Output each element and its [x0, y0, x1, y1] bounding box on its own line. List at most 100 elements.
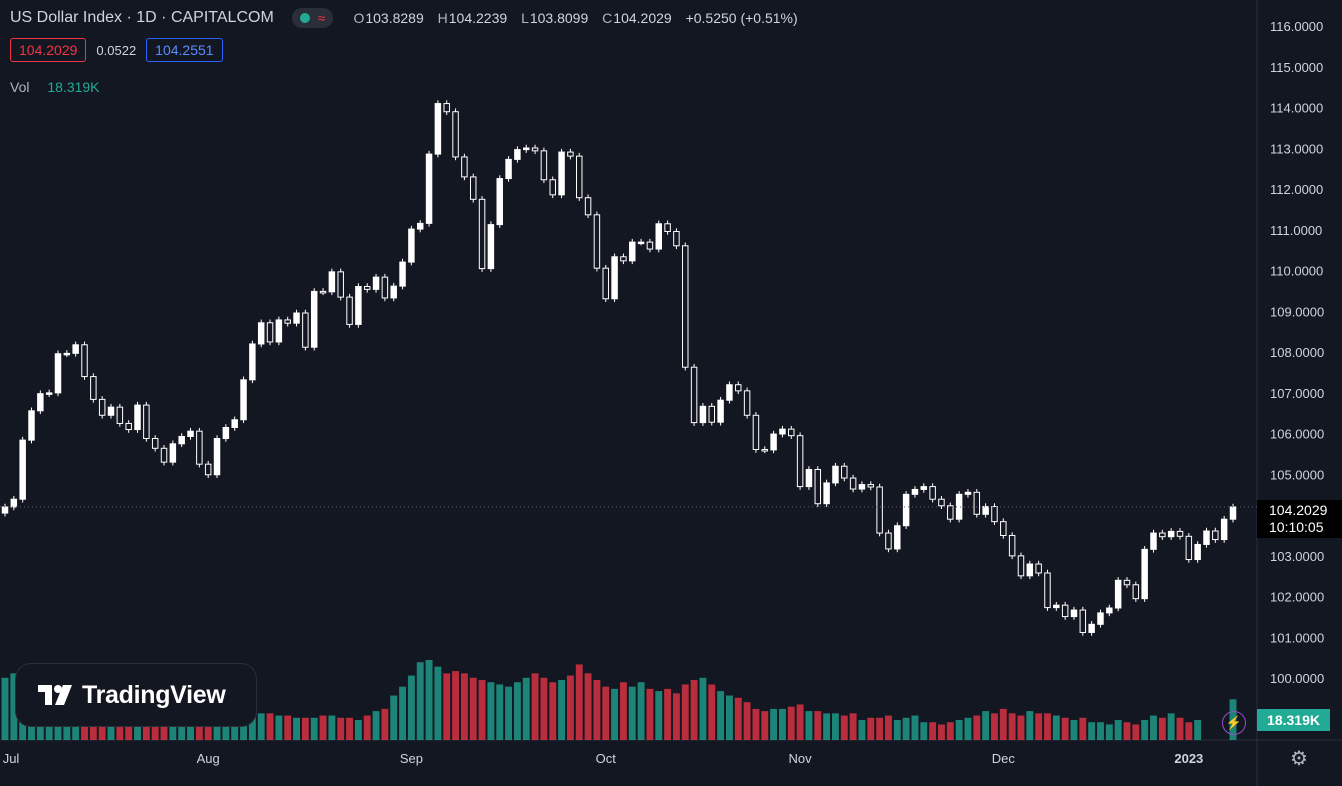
candle-body: [257, 322, 265, 345]
tradingview-logo[interactable]: TradingView: [15, 663, 257, 727]
candle-body: [832, 465, 839, 484]
candle: [938, 495, 945, 510]
candle: [1035, 560, 1042, 577]
low-label: L: [521, 10, 529, 26]
candle-body: [240, 379, 247, 421]
volume-legend[interactable]: Vol 18.319K: [10, 79, 100, 95]
volume-bar: [920, 722, 928, 740]
candle-body: [911, 488, 919, 495]
candle: [885, 529, 892, 553]
volume-bar: [257, 713, 265, 740]
volume-bar: [902, 717, 910, 740]
bolt-icon[interactable]: ⚡: [1222, 711, 1246, 735]
candle-body: [187, 430, 194, 437]
candle-body: [81, 344, 88, 378]
candle: [90, 373, 97, 403]
market-status-pill[interactable]: ≈: [291, 8, 334, 28]
volume-bar: [1097, 722, 1104, 740]
candle-body: [1088, 623, 1095, 633]
candle-body: [319, 290, 327, 294]
volume-bar: [1176, 717, 1184, 740]
volume-bar: [999, 708, 1007, 740]
candle-body: [964, 491, 972, 495]
y-tick-label: 114.0000: [1270, 101, 1323, 116]
candle-body: [416, 222, 424, 230]
volume-bar: [1070, 720, 1078, 740]
gear-icon[interactable]: ⚙: [1290, 748, 1308, 770]
candle: [558, 148, 565, 199]
candle: [1008, 532, 1016, 560]
candle: [81, 341, 88, 380]
candle-body: [611, 256, 618, 300]
sell-button[interactable]: 104.2029: [10, 38, 87, 62]
candle: [1088, 621, 1095, 636]
candle: [19, 436, 26, 503]
candle-body: [151, 438, 159, 449]
candle: [478, 196, 486, 272]
candle: [522, 144, 530, 153]
volume-bar: [611, 688, 619, 740]
volume-bar: [929, 722, 937, 740]
candle: [682, 242, 689, 371]
candle: [160, 445, 168, 466]
candle-body: [231, 419, 238, 429]
candle-body: [858, 484, 866, 490]
candle-body: [284, 319, 291, 324]
candle: [116, 403, 124, 427]
last-price-value: 104.2029: [1269, 502, 1328, 518]
candle: [1061, 601, 1069, 620]
candle-body: [10, 498, 18, 508]
candle-body: [134, 404, 141, 431]
candle-body: [629, 241, 636, 262]
candle: [1106, 604, 1113, 617]
candle-body: [1026, 563, 1034, 577]
candle: [726, 381, 733, 404]
volume-bar: [1035, 713, 1043, 740]
candle-body: [690, 366, 698, 424]
buy-button[interactable]: 104.2551: [146, 38, 223, 62]
volume-bar: [505, 686, 513, 740]
candle: [363, 283, 371, 293]
candle: [1070, 606, 1078, 620]
volume-bar: [1150, 715, 1157, 740]
candle-body: [1159, 532, 1166, 538]
candle: [646, 238, 654, 253]
x-tick-label: Nov: [789, 751, 813, 766]
candle-body: [576, 155, 583, 199]
candle-body: [514, 149, 521, 160]
candle-body: [929, 486, 936, 500]
candle-body: [381, 276, 389, 299]
volume-bar: [1088, 722, 1096, 740]
candle: [1097, 609, 1104, 628]
volume-bar: [566, 675, 574, 740]
candle-body: [45, 392, 53, 395]
volume-bar: [849, 713, 857, 740]
candle: [991, 503, 998, 525]
candle-body: [602, 267, 609, 300]
candle-body: [841, 465, 848, 479]
change-value: +0.5250 (+0.51%): [685, 10, 798, 26]
candle-body: [125, 422, 132, 431]
candle-body: [478, 198, 486, 270]
candle: [496, 175, 503, 228]
candle-body: [461, 156, 468, 178]
candle-body: [920, 486, 928, 490]
candle-body: [982, 506, 989, 515]
low-value: 103.8099: [529, 10, 589, 26]
candle: [54, 350, 62, 397]
candle: [257, 319, 265, 348]
symbol-title[interactable]: US Dollar Index · 1D · CAPITALCOM: [10, 9, 274, 26]
candle: [611, 253, 618, 303]
candle: [973, 489, 981, 518]
candle-body: [955, 493, 963, 520]
candle-body: [196, 430, 203, 465]
candle-body: [743, 390, 751, 416]
candle: [98, 396, 106, 419]
candle: [487, 221, 495, 272]
volume-bar: [938, 724, 945, 740]
candle: [902, 491, 910, 529]
candle-body: [1123, 579, 1131, 586]
candle: [540, 147, 548, 184]
candle-body: [469, 176, 477, 200]
